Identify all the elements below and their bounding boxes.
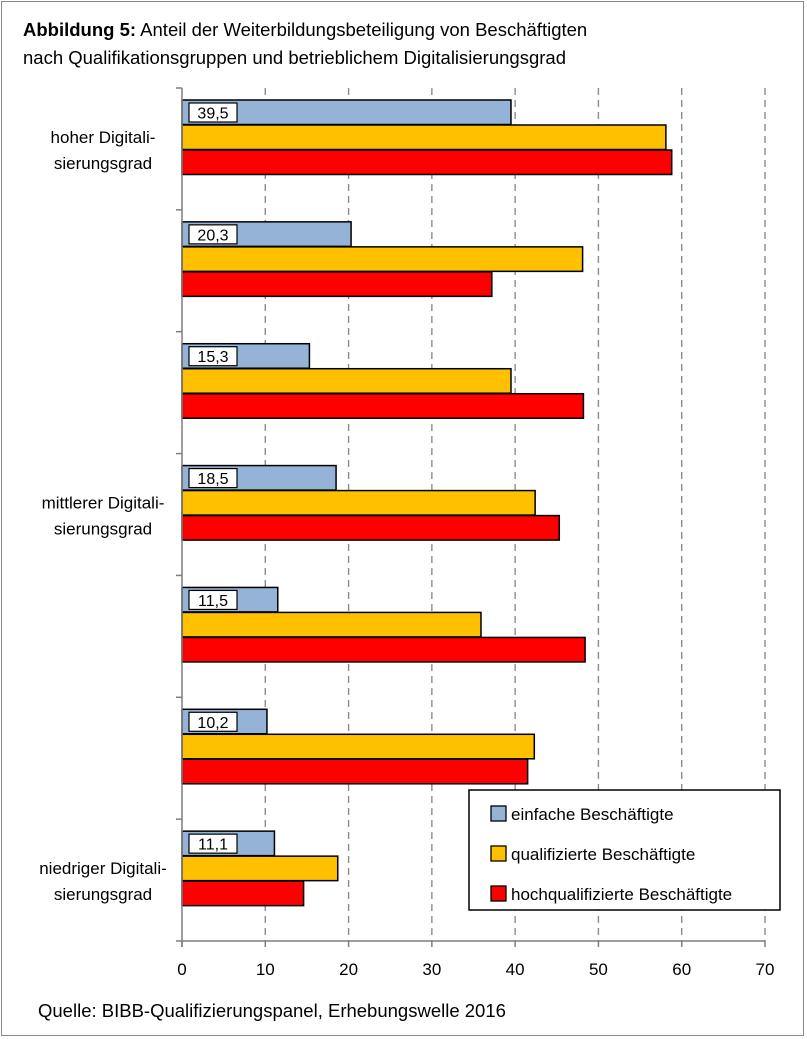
data-label: 20,3 <box>197 227 228 244</box>
x-tick-label: 60 <box>672 960 691 979</box>
legend-swatch <box>490 845 507 862</box>
data-label: 11,5 <box>198 593 228 610</box>
x-tick-label: 30 <box>422 960 441 979</box>
bar-qualifizierte <box>181 367 512 394</box>
bar-hochqualifizierte <box>181 392 585 419</box>
legend-label: hochqualifizierte Beschäftigte <box>511 885 732 904</box>
bar-hochqualifizierte <box>181 514 561 541</box>
category-label: sierungsgrad <box>54 520 152 539</box>
bar-qualifizierte <box>181 489 536 516</box>
bar-qualifizierte <box>181 611 482 638</box>
data-label: 15,3 <box>197 349 228 366</box>
bar-qualifizierte <box>181 246 584 273</box>
x-tick-label: 0 <box>177 960 186 979</box>
x-tick-label: 40 <box>506 960 525 979</box>
data-label: 39,5 <box>197 106 228 123</box>
bar-qualifizierte <box>181 733 536 760</box>
x-tick-label: 70 <box>756 960 775 979</box>
legend-label: qualifizierte Beschäftigte <box>511 845 695 864</box>
legend-swatch <box>490 885 507 902</box>
chart-title: Abbildung 5: Anteil der Weiterbildungsbe… <box>23 16 793 72</box>
legend-box <box>468 789 781 911</box>
data-label: 18,5 <box>197 471 228 488</box>
data-label-box <box>188 102 238 123</box>
bar-hochqualifizierte <box>181 271 493 298</box>
x-tick-label: 20 <box>339 960 358 979</box>
bar-hochqualifizierte <box>181 149 673 176</box>
bar-hochqualifizierte <box>181 758 529 785</box>
data-label-box <box>188 346 238 367</box>
data-label-box <box>188 833 238 854</box>
data-label-box <box>188 589 238 611</box>
source-note: Quelle: BIBB-Qualifizierungspanel, Erheb… <box>38 1000 506 1021</box>
title-line-2: nach Qualifikationsgruppen und betriebli… <box>23 47 566 68</box>
category-label: mittlerer Digitali- <box>42 494 165 513</box>
category-label: hoher Digitali- <box>51 128 156 147</box>
data-label: 10,2 <box>197 715 228 732</box>
data-label-box <box>188 224 238 245</box>
data-label: 11,1 <box>198 837 228 854</box>
category-label: niedriger Digitali- <box>39 859 167 878</box>
category-label: sierungsgrad <box>54 154 152 173</box>
data-label-box <box>188 467 238 489</box>
bar-qualifizierte <box>181 855 339 882</box>
bar-qualifizierte <box>181 124 667 151</box>
category-label: sierungsgrad <box>54 885 152 904</box>
bar-hochqualifizierte <box>181 880 305 907</box>
title-figure-number: Abbildung 5: <box>23 19 137 40</box>
title-line-1: Anteil der Weiterbildungsbeteiligung von… <box>140 19 588 40</box>
legend-swatch <box>490 805 507 822</box>
x-tick-label: 50 <box>589 960 608 979</box>
data-label-box <box>188 711 238 732</box>
x-tick-label: 10 <box>256 960 275 979</box>
legend-label: einfache Beschäftigte <box>511 805 674 824</box>
bar-hochqualifizierte <box>181 636 586 663</box>
